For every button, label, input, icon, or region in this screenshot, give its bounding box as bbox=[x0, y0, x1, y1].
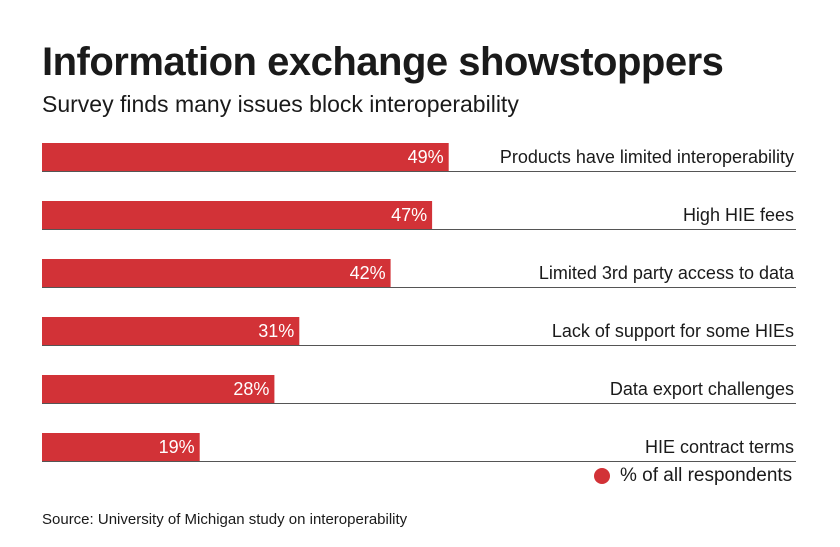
category-label-3: Limited 3rd party access to data bbox=[539, 263, 795, 283]
data-label-4: 31% bbox=[258, 321, 294, 341]
bar-1 bbox=[42, 143, 449, 171]
bar-6 bbox=[42, 433, 200, 461]
category-label-5: Data export challenges bbox=[610, 379, 794, 399]
category-label-2: High HIE fees bbox=[683, 205, 794, 225]
bar-2 bbox=[42, 201, 433, 229]
data-label-2: 47% bbox=[391, 205, 427, 225]
legend-label: % of all respondents bbox=[620, 465, 793, 486]
bar-3 bbox=[42, 259, 391, 287]
data-label-1: 49% bbox=[408, 147, 444, 167]
data-label-3: 42% bbox=[350, 263, 386, 283]
bar-4 bbox=[42, 317, 300, 345]
category-label-6: HIE contract terms bbox=[645, 437, 794, 457]
data-label-6: 19% bbox=[159, 437, 195, 457]
legend-swatch bbox=[594, 468, 610, 484]
category-label-4: Lack of support for some HIEs bbox=[552, 321, 794, 341]
category-label-1: Products have limited interoperability bbox=[500, 147, 794, 167]
source-note: Source: University of Michigan study on … bbox=[42, 511, 408, 528]
data-label-5: 28% bbox=[233, 379, 269, 399]
legend: % of all respondents bbox=[594, 465, 792, 487]
bar-5 bbox=[42, 375, 275, 403]
chart-title: Information exchange showstoppers bbox=[42, 40, 724, 84]
chart-subtitle: Survey finds many issues block interoper… bbox=[42, 91, 519, 117]
